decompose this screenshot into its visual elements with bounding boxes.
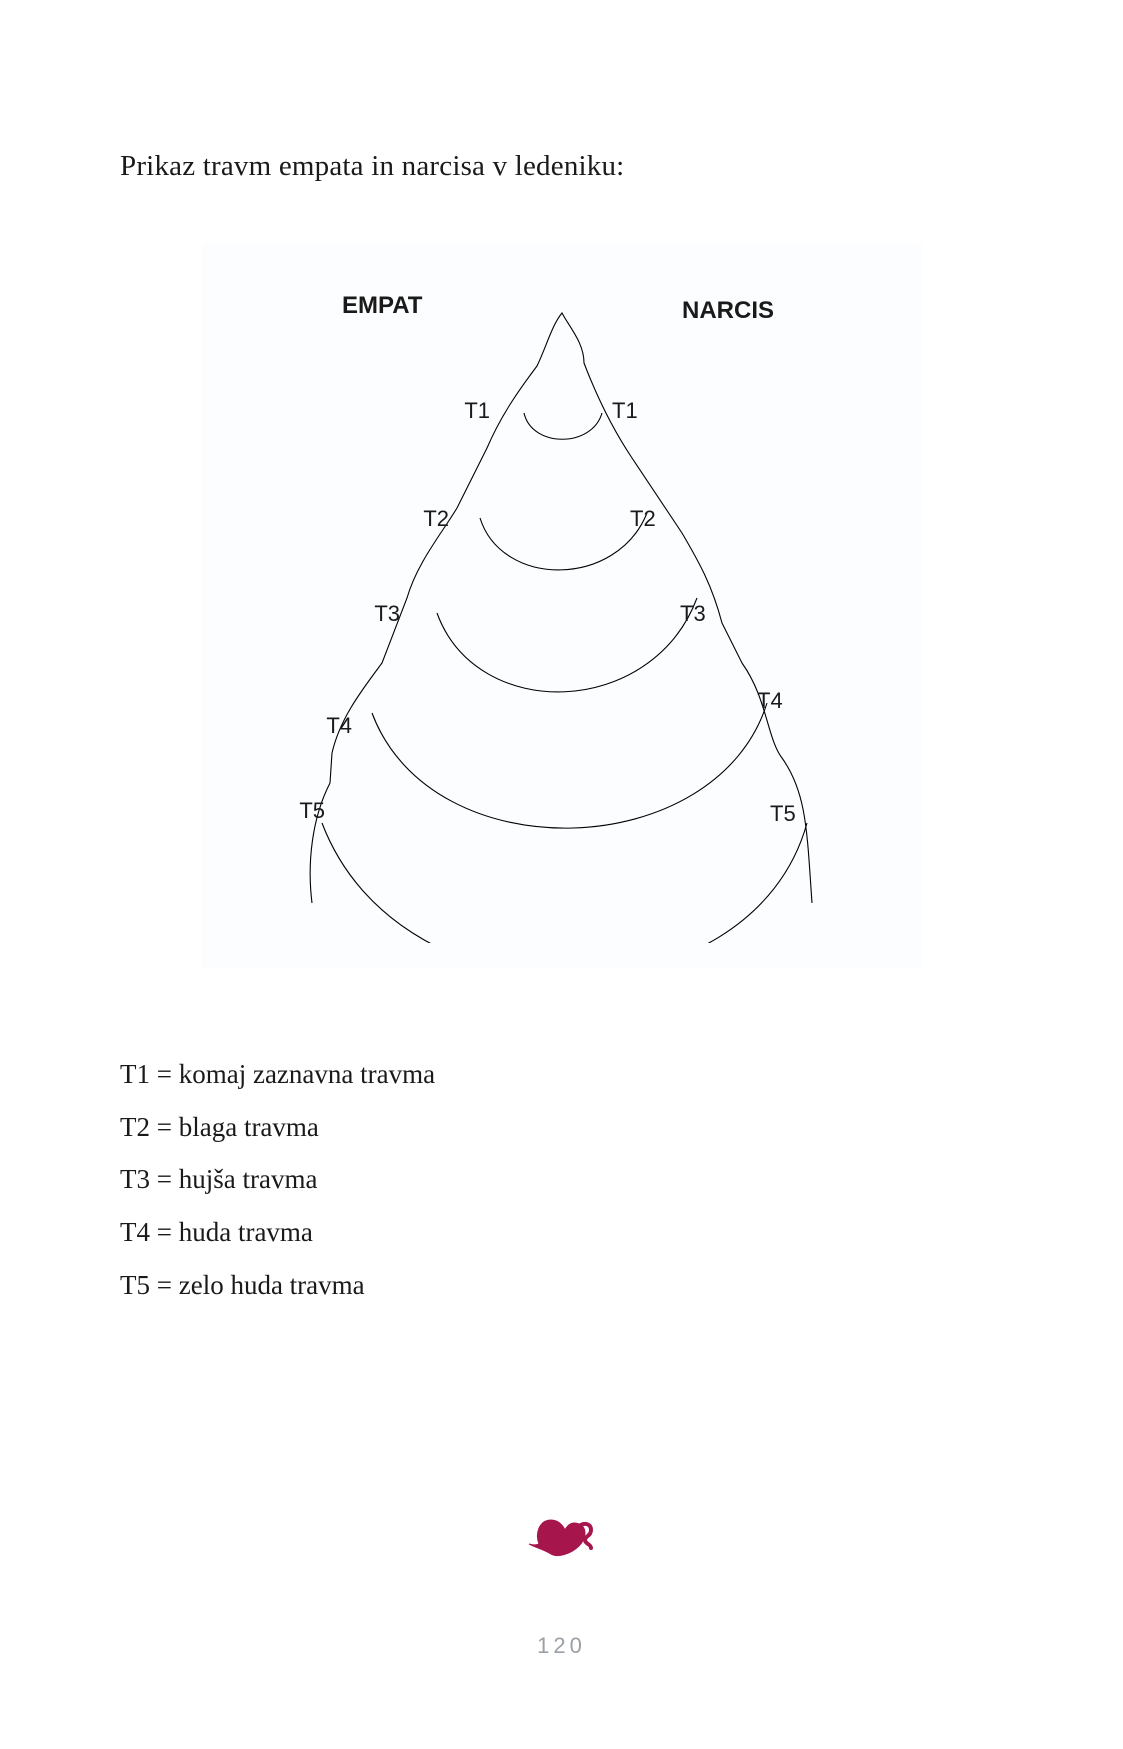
legend-row: T3 = hujša travma <box>120 1153 1003 1206</box>
page-number: 120 <box>537 1633 586 1659</box>
iceberg-diagram: EMPAT NARCIS T1 T2 T3 T4 T5 T1 T2 T3 T4 T5 <box>202 243 922 968</box>
trauma-label-right: T4 <box>757 688 783 713</box>
trauma-label-left: T1 <box>464 398 490 423</box>
trauma-label-right: T1 <box>612 398 638 423</box>
legend: T1 = komaj zaznavna travma T2 = blaga tr… <box>120 1048 1003 1311</box>
heart-ornament-icon <box>517 1504 607 1569</box>
iceberg-svg: EMPAT NARCIS T1 T2 T3 T4 T5 T1 T2 T3 T4 T5 <box>212 263 912 943</box>
trauma-label-left: T5 <box>299 798 325 823</box>
page-heading: Prikaz travm empata in narcisa v ledenik… <box>120 150 1003 183</box>
trauma-arc <box>437 598 697 692</box>
trauma-arc <box>480 513 647 570</box>
diagram-header-narcis: NARCIS <box>682 297 774 324</box>
trauma-arc <box>372 703 767 828</box>
trauma-label-right: T2 <box>630 506 656 531</box>
book-page: Prikaz travm empata in narcisa v ledenik… <box>0 0 1123 1749</box>
legend-row: T2 = blaga travma <box>120 1101 1003 1154</box>
trauma-arcs <box>322 413 807 943</box>
diagram-header-empat: EMPAT <box>342 292 423 319</box>
trauma-label-left: T3 <box>374 601 400 626</box>
trauma-labels: T1 T2 T3 T4 T5 T1 T2 T3 T4 T5 <box>299 398 795 826</box>
trauma-label-right: T3 <box>680 601 706 626</box>
trauma-label-left: T2 <box>423 506 449 531</box>
legend-row: T4 = huda travma <box>120 1206 1003 1259</box>
legend-row: T1 = komaj zaznavna travma <box>120 1048 1003 1101</box>
trauma-arc <box>524 413 602 439</box>
legend-row: T5 = zelo huda travma <box>120 1259 1003 1312</box>
trauma-label-right: T5 <box>770 801 796 826</box>
trauma-arc <box>322 823 807 943</box>
trauma-label-left: T4 <box>326 713 352 738</box>
